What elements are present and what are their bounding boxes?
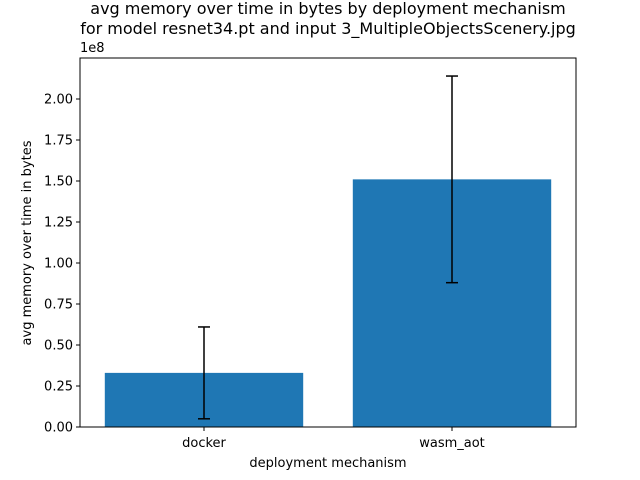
y-tick-label-2: 0.50 <box>44 339 73 354</box>
chart-title-line-1: avg memory over time in bytes by deploym… <box>90 0 565 18</box>
x-axis-label: deployment mechanism <box>249 456 406 471</box>
x-tick-label-docker: docker <box>182 436 226 451</box>
y-tick-label-8: 2.00 <box>44 93 73 108</box>
y-tick-label-5: 1.25 <box>44 216 73 231</box>
y-tick-label-0: 0.00 <box>44 421 73 436</box>
y-scale-label: 1e8 <box>80 41 105 56</box>
y-tick-label-3: 0.75 <box>44 298 73 313</box>
error-bars-group <box>198 75 458 420</box>
plot-frame <box>79 57 577 428</box>
y-tick-label-1: 0.25 <box>44 380 73 395</box>
y-axis: 0.00 0.25 0.50 0.75 1.00 1.25 1.50 1.75 2.00 <box>44 93 80 436</box>
x-axis: docker wasm_aot <box>182 427 485 451</box>
y-tick-label-4: 1.00 <box>44 257 73 272</box>
y-axis-label: avg memory over time in bytes <box>20 140 35 345</box>
bars-group <box>104 179 552 427</box>
y-tick-label-7: 1.75 <box>44 134 73 149</box>
x-tick-label-wasm_aot: wasm_aot <box>419 436 485 451</box>
chart-title-line-2: for model resnet34.pt and input 3_Multip… <box>80 19 576 39</box>
y-tick-label-6: 1.50 <box>44 175 73 190</box>
